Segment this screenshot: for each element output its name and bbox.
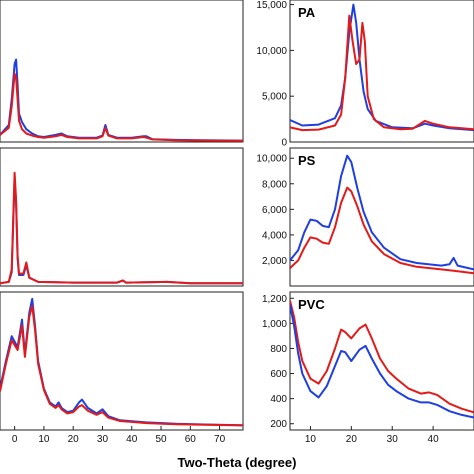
y-tick-label: 600	[270, 369, 287, 380]
y-tick-label: 2,000	[262, 256, 287, 267]
plot-frame	[0, 147, 244, 287]
y-tick-label: 10,000	[256, 154, 287, 165]
y-tick-label: 15,000	[256, 0, 287, 11]
series-line-blue	[0, 58, 243, 142]
y-tick-label: 1,000	[262, 319, 287, 330]
y-tick-label: 8,000	[262, 179, 287, 190]
series-line-blue	[290, 3, 474, 132]
plot-frame	[0, 291, 244, 431]
series-line-blue	[290, 154, 474, 271]
x-tick-label: 70	[214, 434, 226, 445]
series-line-red	[0, 304, 243, 427]
x-tick-label: 60	[185, 434, 197, 445]
y-tick-label: 400	[270, 394, 287, 405]
plot-frame	[289, 0, 474, 143]
panel-6: 200 400 600 800 1,000 1,200 10 20 30 40 PVC	[262, 291, 474, 445]
x-tick-label: 40	[126, 434, 138, 445]
x-tick-label: 0	[12, 434, 18, 445]
x-tick-label: 30	[387, 434, 399, 445]
y-tick-label: 10,000	[256, 46, 287, 57]
y-tick-label: 200	[270, 419, 287, 430]
y-tick-label: 0	[281, 138, 287, 149]
y-tick-label: 5,000	[262, 92, 287, 103]
series-line-red	[290, 300, 474, 414]
y-tick-label: 800	[270, 344, 287, 355]
plot-frame	[289, 291, 474, 431]
x-axis-title: Two-Theta (degree)	[178, 455, 297, 470]
y-tick-label: 4,000	[262, 230, 287, 241]
panel-4: 2,000 4,000 6,000 8,000 10,000 PS	[256, 147, 474, 287]
x-tick-label: 10	[38, 434, 50, 445]
plot-frame	[0, 0, 244, 143]
panel-label: PS	[298, 153, 316, 168]
panel-2: 0 5,000 10,000 15,000 PA	[256, 0, 474, 149]
series-line-blue	[290, 304, 474, 419]
x-tick-label: 20	[68, 434, 80, 445]
series-line-red	[290, 14, 474, 132]
y-tick-label: 6,000	[262, 205, 287, 216]
series-line-red	[0, 171, 243, 285]
series-line-red	[0, 72, 243, 142]
panel-1	[0, 0, 244, 143]
x-tick-label: 20	[346, 434, 358, 445]
series-line-blue	[0, 177, 243, 285]
panel-label: PVC	[298, 297, 325, 312]
series-line-blue	[0, 297, 243, 427]
y-tick-label: 1,200	[262, 294, 287, 305]
x-tick-label: 30	[97, 434, 109, 445]
panel-5: 0 10 20 30 40 50 60 70	[0, 291, 244, 445]
x-tick-label: 50	[155, 434, 167, 445]
panel-3	[0, 147, 244, 287]
series-line-red	[290, 186, 474, 275]
panel-label: PA	[298, 5, 316, 20]
plot-frame	[289, 147, 474, 287]
x-tick-label: 10	[305, 434, 317, 445]
x-tick-label: 40	[428, 434, 440, 445]
